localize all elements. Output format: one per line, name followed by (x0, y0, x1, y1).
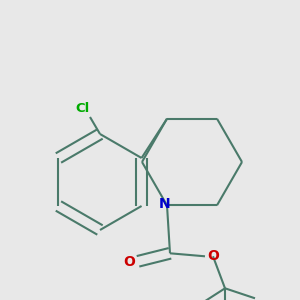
Text: N: N (159, 197, 171, 211)
Text: Cl: Cl (75, 103, 89, 116)
Text: O: O (207, 249, 219, 263)
Text: O: O (123, 255, 135, 269)
